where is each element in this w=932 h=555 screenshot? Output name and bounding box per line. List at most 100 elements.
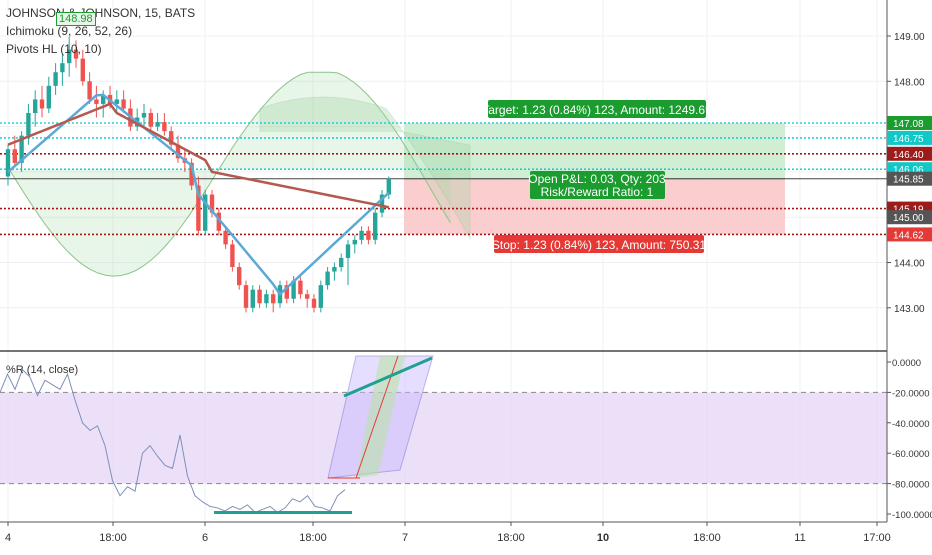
williams-r-legend[interactable]: %R (14, close) — [6, 364, 79, 376]
price-badge-label: 146.40 — [893, 150, 924, 161]
pitchfork-pattern — [327, 355, 434, 479]
candle-body — [80, 58, 85, 82]
candle-body — [121, 99, 126, 109]
candle-body — [250, 289, 255, 308]
leading-span-a — [7, 71, 451, 277]
candle-body — [175, 144, 181, 159]
williams-r-line — [0, 368, 346, 514]
candle-body — [87, 81, 92, 100]
price-badge-label: 145.85 — [893, 175, 924, 186]
time-tick-label: 10 — [597, 532, 609, 544]
time-tick-label: 18:00 — [299, 532, 327, 544]
candle-body — [5, 149, 11, 177]
target-label-box — [488, 100, 706, 118]
candle-body — [298, 280, 303, 295]
candle-body — [155, 122, 160, 127]
candlestick-series — [5, 36, 391, 313]
candle-body — [60, 63, 65, 73]
indicator-tick-label: -100.0000 — [892, 510, 932, 521]
candle-body — [141, 113, 147, 118]
candle-body — [325, 271, 330, 286]
candle-body — [237, 267, 242, 286]
cloud-fill — [8, 72, 451, 277]
overbought-oversold-band — [0, 392, 887, 484]
candle-body — [359, 230, 364, 240]
candle-body — [305, 294, 310, 299]
risk-reward-label: Risk/Reward Ratio: 1 — [541, 185, 654, 199]
candle-body — [230, 244, 235, 268]
time-tick-label: 18:00 — [99, 532, 127, 544]
price-badge-label: 146.75 — [893, 134, 924, 145]
trade-labels: Target: 1.23 (0.84%) 123, Amount: 1249.6… — [482, 100, 712, 253]
price-badge — [887, 146, 932, 161]
time-tick-label: 11 — [794, 532, 805, 544]
time-tick-label: 18:00 — [693, 532, 721, 544]
price-badge — [887, 171, 932, 186]
price-badge — [887, 210, 932, 225]
pnl-label: Open P&L: 0.03, Qty: 203 — [528, 172, 666, 186]
candle-body — [19, 135, 24, 163]
base-line — [7, 102, 390, 209]
price-badge-label: 144.62 — [893, 230, 924, 241]
indicator-tick-label: -80.0000 — [892, 480, 930, 491]
candle-body — [203, 194, 208, 231]
williams-r-panel — [0, 368, 887, 514]
time-tick-label: 18:00 — [497, 532, 525, 544]
price-tick-label: 148.00 — [894, 77, 925, 88]
candle-body — [284, 285, 289, 299]
price-badge-label: 145.19 — [893, 205, 924, 216]
price-badge-label: 147.08 — [893, 119, 924, 130]
candle-body — [26, 113, 31, 136]
indicator-tick-label: -40.0000 — [892, 419, 930, 430]
candle-body — [373, 212, 378, 240]
candle-body — [366, 230, 371, 240]
indicator-lines — [7, 93, 390, 297]
pitchfork-middle — [356, 356, 405, 478]
candle-body — [46, 85, 51, 109]
candle-body — [264, 294, 269, 304]
candle-body — [345, 244, 351, 258]
price-badge-label: 146.06 — [893, 165, 924, 176]
symbol-title: JOHNSON & JOHNSON, 15, BATS — [6, 6, 196, 20]
time-tick-label: 6 — [202, 532, 208, 544]
indicator-tick-label: 0.0000 — [892, 358, 921, 369]
candle-body — [189, 162, 194, 186]
ichimoku-legend[interactable]: Ichimoku (9, 26, 52, 26) — [6, 24, 133, 38]
candle-body — [318, 285, 323, 308]
price-tick-label: 149.00 — [894, 32, 925, 43]
stop-label: Stop: 1.23 (0.84%) 123, Amount: 750.31 — [492, 238, 706, 252]
ichimoku-cloud — [7, 71, 471, 277]
pivots-legend[interactable]: Pivots HL (10, 10) — [6, 42, 102, 56]
candle-body — [332, 267, 337, 272]
candle-body — [379, 194, 385, 213]
time-tick-label: 4 — [5, 532, 11, 544]
high-pivot-label: 148.98 — [56, 12, 96, 26]
candle-body — [53, 72, 58, 86]
price-axis-bg — [887, 0, 932, 550]
indicator-tick-label: -60.0000 — [892, 449, 930, 460]
candle-body — [352, 239, 357, 245]
time-tick-label: 17:00 — [863, 532, 891, 544]
horizontal-levels — [0, 122, 887, 236]
candle-body — [223, 230, 228, 245]
candle-body — [148, 113, 153, 127]
candle-body — [311, 298, 317, 308]
candle-body — [386, 178, 391, 195]
indicator-tick-label: -20.0000 — [892, 388, 930, 399]
candle-body — [216, 212, 221, 231]
price-tick-label: 144.00 — [894, 259, 925, 270]
future-cloud — [259, 96, 471, 241]
trade-zones — [404, 122, 785, 235]
candle-body — [243, 285, 249, 308]
candle-body — [101, 94, 106, 104]
candle-body — [339, 257, 344, 268]
candle-body — [162, 122, 167, 132]
candle-body — [291, 280, 296, 299]
price-tick-label: 143.00 — [894, 304, 925, 315]
price-badge-label: 145.00 — [893, 213, 924, 224]
candle-body — [39, 99, 45, 109]
candle-body — [257, 289, 262, 304]
